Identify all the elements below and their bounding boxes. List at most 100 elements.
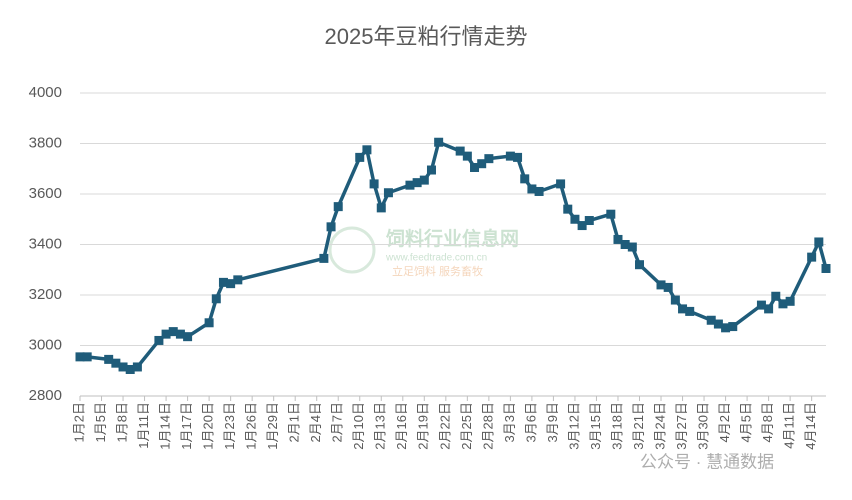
x-tick-label: 1月8日	[114, 402, 129, 442]
x-tick-label: 3月12日	[566, 402, 581, 450]
point-marker	[168, 327, 178, 337]
point-marker	[462, 151, 472, 161]
point-marker	[383, 188, 393, 198]
x-tick-label: 3月27日	[674, 402, 689, 450]
y-tick-label: 3800	[29, 134, 62, 151]
point-marker	[635, 260, 644, 270]
point-marker	[233, 275, 243, 285]
point-marker	[125, 364, 135, 374]
x-tick-label: 1月5日	[93, 402, 108, 442]
x-tick-label: 4月14日	[803, 402, 818, 450]
x-tick-label: 1月11日	[136, 402, 151, 449]
point-marker	[656, 280, 666, 290]
watermark-text: 饲料行业信息网	[385, 227, 519, 250]
x-tick-label: 1月29日	[265, 402, 280, 450]
point-marker	[606, 209, 616, 219]
point-marker	[455, 146, 465, 156]
y-tick-label: 3400	[29, 235, 62, 252]
x-tick-label: 3月21日	[631, 402, 646, 450]
point-marker	[620, 240, 630, 249]
point-marker	[405, 180, 415, 190]
x-tick-label: 4月8日	[760, 402, 775, 442]
x-tick-label: 3月9日	[545, 402, 560, 442]
point-marker	[584, 216, 594, 226]
point-marker	[520, 174, 530, 184]
x-tick-label: 3月18日	[609, 402, 624, 450]
x-tick-label: 4月11日	[782, 402, 797, 449]
point-marker	[218, 277, 228, 287]
x-tick-label: 3月6日	[523, 402, 538, 442]
point-marker	[771, 291, 781, 301]
chart-title: 2025年豆粕行情走势	[325, 24, 528, 49]
point-marker	[728, 322, 738, 332]
point-marker	[426, 165, 436, 175]
x-tick-label: 2月13日	[373, 402, 388, 450]
x-tick-label: 2月1日	[287, 402, 302, 442]
point-marker	[764, 304, 774, 314]
y-tick-label: 4000	[29, 84, 62, 101]
point-marker	[111, 358, 121, 368]
x-tick-label: 3月24日	[652, 402, 667, 450]
point-marker	[419, 175, 429, 185]
point-marker	[477, 159, 487, 169]
point-marker	[821, 263, 831, 273]
point-marker	[434, 137, 444, 147]
point-marker	[118, 362, 128, 372]
x-tick-label: 2月25日	[459, 402, 474, 450]
point-marker	[211, 294, 221, 304]
point-marker	[527, 184, 537, 194]
watermark-text: www.feedtrade.com.cn	[385, 253, 487, 264]
x-tick-label: 1月14日	[158, 402, 173, 450]
point-marker	[613, 234, 623, 244]
point-marker	[319, 253, 329, 263]
point-marker	[505, 151, 515, 161]
point-marker	[577, 221, 587, 231]
x-tick-label: 3月15日	[588, 402, 603, 450]
point-marker	[814, 237, 824, 247]
point-marker	[362, 145, 372, 155]
point-marker	[82, 352, 92, 362]
point-marker	[132, 362, 142, 372]
point-marker	[333, 202, 343, 212]
y-tick-label: 3200	[29, 286, 62, 303]
watermark-text: 公众号 · 慧通数据	[640, 452, 774, 471]
watermark-logo	[328, 226, 376, 274]
x-tick-label: 1月20日	[201, 402, 216, 450]
x-tick-label: 2月10日	[351, 402, 366, 450]
point-marker	[161, 329, 171, 339]
x-tick-label: 2月4日	[308, 402, 323, 442]
point-marker	[563, 204, 573, 214]
point-marker	[807, 252, 817, 262]
point-marker	[175, 329, 185, 339]
point-marker	[484, 154, 494, 164]
point-marker	[778, 299, 788, 309]
x-tick-label: 2月7日	[330, 402, 345, 442]
point-marker	[376, 203, 386, 213]
point-marker	[756, 300, 766, 310]
x-tick-label: 2月16日	[394, 402, 409, 450]
point-marker	[685, 306, 695, 316]
y-tick-label: 2800	[29, 387, 62, 404]
point-marker	[670, 295, 680, 305]
point-marker	[721, 323, 731, 333]
point-marker	[369, 179, 379, 189]
x-tick-label: 2月28日	[480, 402, 495, 450]
x-tick-label: 1月17日	[179, 402, 194, 450]
point-marker	[570, 214, 580, 224]
x-tick-label: 3月30日	[695, 402, 710, 450]
point-marker	[355, 152, 365, 162]
point-marker	[513, 152, 523, 162]
y-tick-label: 3600	[29, 185, 62, 202]
point-marker	[678, 304, 688, 314]
point-marker	[785, 296, 795, 306]
x-tick-label: 4月5日	[739, 402, 754, 442]
point-marker	[627, 242, 637, 252]
y-tick-label: 3000	[29, 336, 62, 353]
point-marker	[226, 279, 236, 289]
point-marker	[556, 179, 566, 189]
point-marker	[75, 352, 85, 362]
x-tick-label: 1月23日	[222, 402, 237, 450]
point-marker	[154, 335, 164, 345]
point-marker	[713, 319, 723, 329]
